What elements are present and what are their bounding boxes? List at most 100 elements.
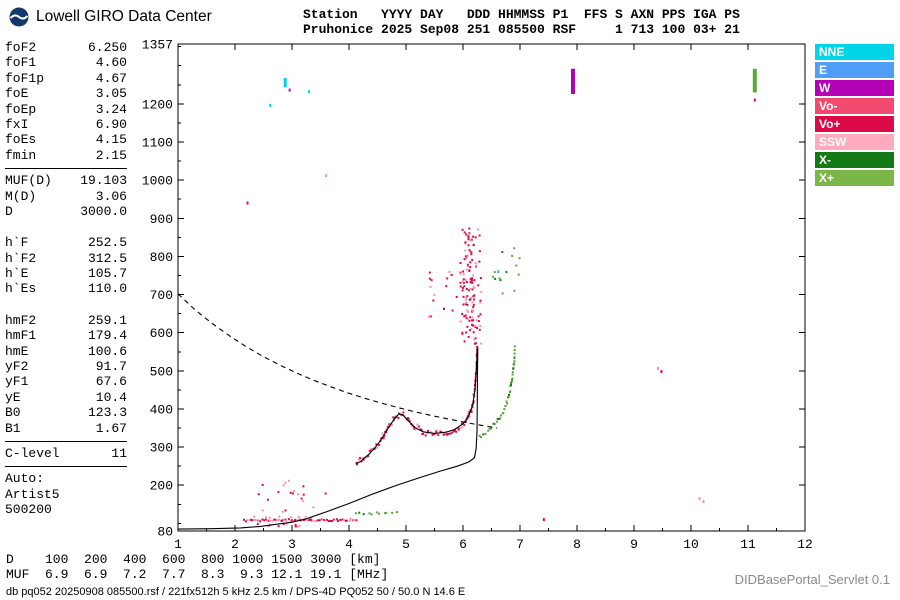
param-row-clevel: C-level 11 — [5, 446, 127, 461]
param-row-fof2: foF2 6.250 — [5, 40, 127, 55]
param-row-hmf2: hmF2 259.1 — [5, 313, 127, 328]
muf-transmission-curve — [177, 293, 498, 429]
param-row-foes: foEs 4.15 — [5, 132, 127, 147]
param-value: 259.1 — [87, 312, 127, 328]
y-tick-label: 300 — [150, 441, 173, 456]
y-tick-label: 200 — [150, 479, 173, 494]
y-tick-label: 500 — [150, 364, 173, 379]
param-label: MUF(D) — [5, 173, 52, 189]
param-row-b1: B1 1.67 — [5, 421, 127, 436]
axes-ticks — [177, 43, 806, 532]
param-row-foep: foEp 3.24 — [5, 102, 127, 117]
param-value: 4.15 — [95, 132, 127, 148]
station-header: Station YYYY DAY DDD HHMMSS P1 FFS S AXN… — [303, 7, 740, 37]
param-value: 3000.0 — [80, 203, 127, 219]
param-label: C-level — [5, 445, 60, 461]
panel-divider — [5, 168, 127, 170]
param-row-yf1: yF1 67.6 — [5, 374, 127, 389]
echo-trace-points — [243, 68, 757, 528]
y-tick-label: 1357 — [142, 38, 173, 53]
param-value: 19.103 — [80, 173, 127, 189]
x-tick-label: 6 — [459, 537, 467, 552]
servlet-credit: DIDBasePortal_Servlet 0.1 — [734, 572, 890, 587]
auto-line-1: 500200 — [5, 502, 52, 518]
param-value: 10.4 — [95, 389, 127, 405]
rfi-mark-magenta — [571, 68, 575, 94]
param-label: D — [5, 203, 13, 219]
muf-table-distances: D 100 200 400 600 800 1000 1500 3000 [km… — [6, 552, 381, 567]
x-tick-label: 4 — [345, 537, 353, 552]
param-row-ye: yE 10.4 — [5, 390, 127, 405]
param-value: 67.6 — [95, 374, 127, 390]
y-tick-label: 600 — [150, 326, 173, 341]
y-tick-label: 1200 — [142, 97, 173, 112]
param-value: 3.24 — [95, 101, 127, 117]
param-row-fof1p: foF1p 4.67 — [5, 71, 127, 86]
param-row-yf2: yF2 91.7 — [5, 359, 127, 374]
param-label: h`F — [5, 235, 29, 251]
param-row-fmin: fmin 2.15 — [5, 148, 127, 163]
panel-gap — [5, 219, 127, 235]
param-label: foF1 — [5, 55, 37, 71]
y-tick-label: 700 — [150, 288, 173, 303]
param-label: foEp — [5, 101, 37, 117]
param-label: fmin — [5, 147, 37, 163]
param-value: 4.67 — [95, 70, 127, 86]
param-row-mufd: MUF(D) 19.103 — [5, 173, 127, 188]
x-tick-label: 3 — [288, 537, 296, 552]
param-value: 1.67 — [95, 420, 127, 436]
legend-item-6-x: X- — [815, 152, 894, 168]
station-header-values: Pruhonice 2025 Sep08 251 085500 RSF 1 71… — [303, 22, 740, 37]
param-value: 4.60 — [95, 55, 127, 71]
param-label: h`E — [5, 266, 29, 282]
y-tick-label: 1000 — [142, 174, 173, 189]
giro-logo-icon — [9, 7, 29, 27]
param-row-fxi: fxI 6.90 — [5, 117, 127, 132]
param-row-hf: h`F 252.5 — [5, 235, 127, 250]
y-tick-label: 80 — [157, 525, 173, 540]
param-value: 91.7 — [95, 359, 127, 375]
x-tick-label: 2 — [231, 537, 239, 552]
auto-heading: Auto: — [5, 471, 45, 487]
param-label: hmE — [5, 343, 29, 359]
param-row-foe: foE 3.05 — [5, 86, 127, 101]
param-value: 100.6 — [87, 343, 127, 359]
param-label: B0 — [5, 405, 21, 421]
legend-item-7-x: X+ — [815, 170, 894, 186]
rfi-mark-cyan — [283, 77, 287, 88]
param-value: 6.250 — [87, 40, 127, 55]
plot-frame — [177, 43, 806, 532]
station-header-columns: Station YYYY DAY DDD HHMMSS P1 FFS S AXN… — [303, 7, 740, 22]
param-label: foF1p — [5, 70, 45, 86]
param-row-b0: B0 123.3 — [5, 405, 127, 420]
param-row-he: h`E 105.7 — [5, 266, 127, 281]
brand: Lowell GIRO Data Center — [8, 6, 212, 28]
x-tick-label: 12 — [797, 537, 813, 552]
param-row-d: D 3000.0 — [5, 204, 127, 219]
param-label: yF1 — [5, 374, 29, 390]
param-value: 3.05 — [95, 86, 127, 102]
y-tick-label: 900 — [150, 212, 173, 227]
measurement-info-line: db pq052 20250908 085500.rsf / 221fx512h… — [6, 586, 466, 598]
legend-item-3-vo: Vo- — [815, 98, 894, 114]
param-value: 105.7 — [87, 266, 127, 282]
panel-divider — [5, 466, 127, 468]
muf-table-frequencies: MUF 6.9 6.9 7.2 7.7 8.3 9.3 12.1 19.1 [M… — [6, 566, 389, 582]
y-tick-label: 400 — [150, 402, 173, 417]
param-row-hmf1: hmF1 179.4 — [5, 328, 127, 343]
param-value: 11 — [111, 445, 127, 461]
param-label: M(D) — [5, 188, 37, 204]
x-tick-label: 1 — [174, 537, 182, 552]
param-value: 252.5 — [87, 235, 127, 251]
x-tick-label: 5 — [402, 537, 410, 552]
param-label: B1 — [5, 420, 21, 436]
param-value: 110.0 — [87, 281, 127, 297]
polarization-legend: NNE E W Vo- Vo+ SSW X- X+ — [815, 44, 894, 188]
x-tick-label: 11 — [740, 537, 756, 552]
param-value: 3.06 — [95, 188, 127, 204]
param-label: h`Es — [5, 281, 37, 297]
param-label: yE — [5, 389, 21, 405]
param-value: 123.3 — [87, 405, 127, 421]
panel-divider — [5, 440, 127, 442]
